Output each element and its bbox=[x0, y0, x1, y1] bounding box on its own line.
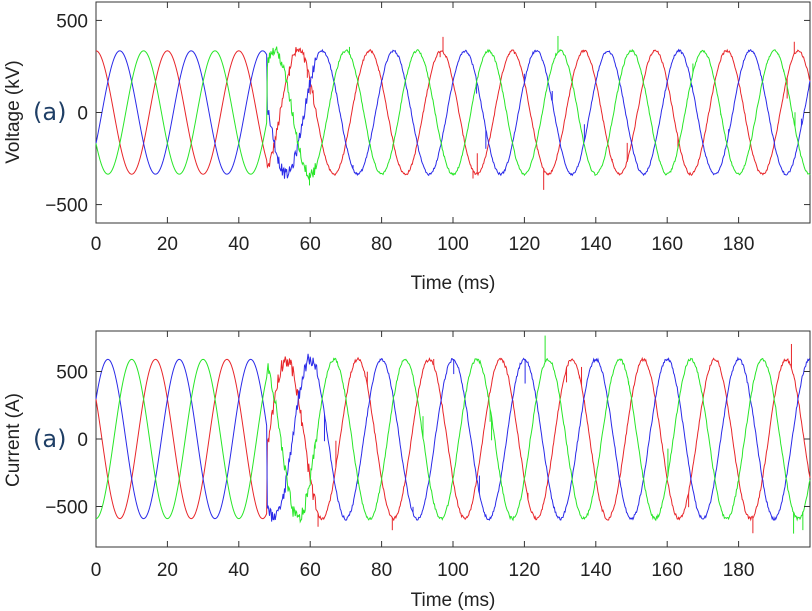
current-x-axis-label: Time (ms) bbox=[411, 590, 496, 611]
current-panel: 0 20 40 60 80 100 120 140 160 180 −500 0 500 (a) Cu… bbox=[3, 330, 811, 611]
voltage-y-tick-label: −500 bbox=[45, 196, 88, 217]
voltage-x-axis-label: Time (ms) bbox=[411, 273, 496, 294]
current-x-tick-label: 0 bbox=[91, 560, 102, 581]
voltage-x-tick-label: 80 bbox=[371, 234, 392, 255]
voltage-series-line bbox=[95, 48, 811, 179]
voltage-plot-frame bbox=[95, 1, 811, 224]
current-x-tick-label: 140 bbox=[580, 560, 612, 581]
voltage-series-line bbox=[95, 46, 811, 181]
voltage-x-tick-label: 120 bbox=[509, 234, 541, 255]
current-y-axis-label: Current (A) bbox=[3, 393, 24, 487]
voltage-x-tick-label: 60 bbox=[300, 234, 321, 255]
voltage-x-tick-label: 160 bbox=[651, 234, 683, 255]
current-x-tick-label: 20 bbox=[157, 560, 178, 581]
voltage-x-tick-label: 20 bbox=[157, 234, 178, 255]
current-x-tick-label: 100 bbox=[437, 560, 469, 581]
voltage-y-ticks: −500 0 500 bbox=[45, 11, 810, 217]
voltage-series-layer bbox=[95, 35, 811, 190]
voltage-y-axis-label: Voltage (kV) bbox=[3, 60, 24, 164]
current-y-tick-label: 0 bbox=[77, 430, 88, 451]
voltage-x-tick-label: 180 bbox=[723, 234, 755, 255]
current-x-tick-label: 160 bbox=[651, 560, 683, 581]
current-x-tick-label: 60 bbox=[300, 560, 321, 581]
current-x-tick-label: 40 bbox=[228, 560, 249, 581]
current-panel-tag: (a) bbox=[33, 425, 66, 453]
current-x-ticks: 0 20 40 60 80 100 120 140 160 180 bbox=[91, 331, 755, 581]
current-x-tick-label: 180 bbox=[723, 560, 755, 581]
current-plot-frame bbox=[95, 330, 811, 548]
current-series-line bbox=[95, 356, 811, 522]
voltage-y-tick-label: 500 bbox=[56, 11, 88, 32]
voltage-x-tick-label: 0 bbox=[91, 234, 102, 255]
voltage-x-ticks: 0 20 40 60 80 100 120 140 160 180 bbox=[91, 2, 755, 255]
current-series-layer bbox=[95, 335, 811, 534]
voltage-y-tick-label: 0 bbox=[77, 104, 88, 125]
current-series-line bbox=[95, 353, 811, 522]
voltage-series-line bbox=[95, 47, 811, 177]
voltage-x-tick-label: 40 bbox=[228, 234, 249, 255]
current-y-tick-label: 500 bbox=[56, 363, 88, 384]
voltage-x-tick-label: 100 bbox=[437, 234, 469, 255]
current-y-ticks: −500 0 500 bbox=[45, 363, 810, 519]
current-x-tick-label: 80 bbox=[371, 560, 392, 581]
voltage-panel-tag: (a) bbox=[33, 98, 66, 126]
current-y-tick-label: −500 bbox=[45, 498, 88, 519]
current-x-tick-label: 120 bbox=[509, 560, 541, 581]
voltage-x-tick-label: 140 bbox=[580, 234, 612, 255]
current-series-line bbox=[95, 357, 811, 524]
